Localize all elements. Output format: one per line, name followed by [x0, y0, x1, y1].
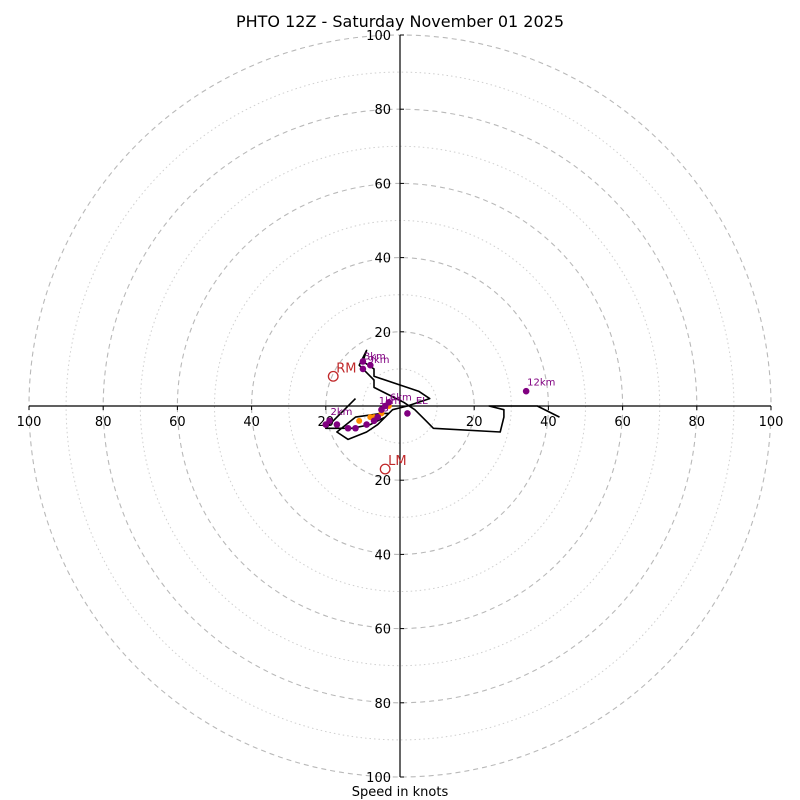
hodograph-trace: [324, 349, 560, 441]
y-tick-label: 60: [374, 623, 391, 638]
x-tick-label: 80: [95, 415, 112, 430]
height-marker: [352, 424, 359, 432]
height-marker: [370, 417, 378, 425]
x-tick-label: 100: [759, 415, 784, 430]
height-marker: [363, 421, 370, 428]
height-label: 6km: [390, 392, 412, 403]
storm-motion-rm-label: RM: [336, 361, 356, 376]
height-label: 3: [382, 403, 388, 414]
axes: 2020202040404040606060608080808010010010…: [17, 29, 784, 786]
x-tick-label: 60: [614, 415, 631, 430]
y-tick-label: 60: [374, 177, 391, 192]
y-tick-label: 20: [374, 326, 391, 341]
y-tick-label: 40: [374, 252, 391, 267]
storm-motion-markers: RM LM: [327, 361, 407, 475]
y-tick-label: 80: [374, 697, 391, 712]
height-marker: [522, 387, 530, 395]
height-marker: [367, 361, 374, 369]
x-tick-label: 100: [17, 415, 42, 430]
y-tick-label: 20: [374, 474, 391, 489]
effective-layer-point: [356, 417, 363, 424]
chart-title: PHTO 12Z - Saturday November 01 2025: [236, 12, 564, 31]
storm-motion-rm-marker: [327, 370, 339, 382]
x-tick-label: 80: [689, 415, 706, 430]
x-tick-label: 60: [169, 415, 186, 430]
height-marker: [404, 410, 411, 417]
storm-motion-lm-marker: [379, 463, 391, 475]
height-marker: [359, 358, 367, 365]
height-label: EL: [416, 396, 428, 407]
height-marker: [333, 421, 341, 428]
hodograph-line: [324, 349, 560, 441]
height-marker: [359, 365, 367, 373]
y-tick-label: 40: [374, 548, 391, 563]
height-marker: [381, 402, 389, 410]
x-axis-label: Speed in knots: [352, 785, 449, 800]
height-label: 3km: [364, 351, 386, 362]
height-label: 12km: [527, 377, 555, 388]
y-tick-label: 80: [374, 103, 391, 118]
storm-motion-lm-label: LM: [388, 454, 406, 469]
height-marker: [344, 424, 352, 432]
y-tick-label: 100: [366, 771, 391, 786]
x-tick-label: 20: [466, 415, 483, 430]
height-markers: [322, 358, 530, 432]
height-label: 1km: [379, 396, 401, 407]
y-tick-label: 100: [366, 29, 391, 44]
height-marker: [322, 421, 330, 428]
height-label: 2km: [331, 407, 353, 418]
x-tick-label: 40: [243, 415, 260, 430]
x-tick-label: 40: [540, 415, 557, 430]
height-label: 9km: [368, 355, 390, 366]
